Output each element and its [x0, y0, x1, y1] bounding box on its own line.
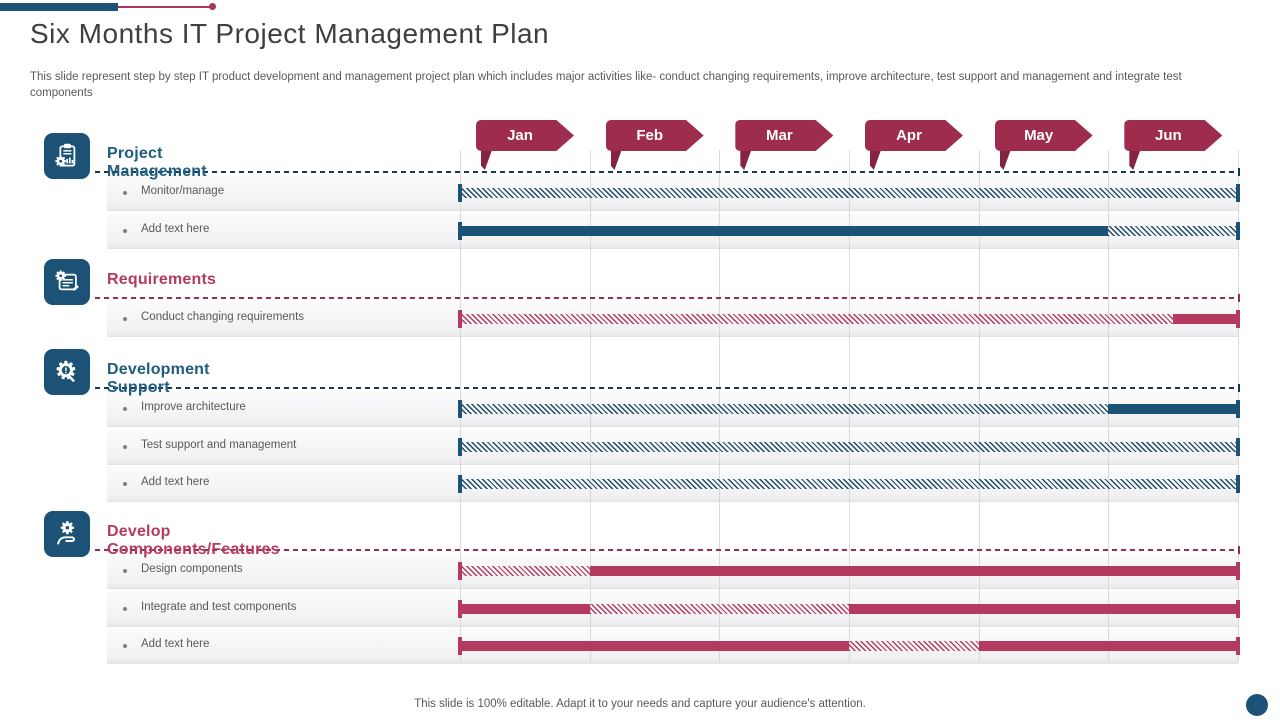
gantt-bar-endcap: [1236, 221, 1240, 240]
gantt-bar-solid: [589, 566, 1238, 576]
month-banner: Apr: [865, 120, 963, 151]
task-bullet: [123, 569, 127, 573]
task-label: Conduct changing requirements: [141, 311, 305, 323]
top-accent-dot: [209, 3, 216, 10]
section-dashed-line: [95, 549, 1239, 551]
section-dashed-line: [95, 387, 1239, 389]
task-bullet: [123, 606, 127, 611]
hand-gear-icon: [44, 511, 90, 557]
gantt-bar-endcap: [458, 400, 462, 418]
month-banner-tail: [1129, 150, 1141, 170]
gantt-bar-endcap: [458, 310, 462, 328]
section-heading: Develop Components/Features: [107, 523, 280, 558]
month-banner: Jan: [476, 120, 574, 151]
month-banner: Jun: [1124, 120, 1223, 151]
section-dashed-line-tick: [1238, 294, 1240, 302]
task-bullet: [123, 407, 127, 411]
task-label: Test support and management: [141, 438, 297, 451]
task-label: Monitor/manage: [141, 185, 225, 197]
month-banner: Mar: [735, 120, 834, 151]
task-label: Improve architecture: [141, 401, 246, 413]
month-label: Jan: [507, 127, 533, 144]
month-label: Jun: [1154, 127, 1182, 144]
task-bullet: [123, 482, 127, 486]
gantt-bar-solid: [978, 641, 1238, 651]
month-banner: Feb: [605, 120, 704, 151]
month-label: Feb: [636, 127, 663, 144]
gantt-bar-endcap: [1236, 184, 1240, 202]
section-dashed-line-tick: [1238, 384, 1240, 392]
gantt-bar-endcap: [458, 184, 462, 202]
section-dashed-line-tick: [1238, 168, 1240, 176]
task-bullet: [123, 191, 127, 195]
footer-note: This slide is 100% editable. Adapt it to…: [414, 698, 866, 710]
gantt-bar-solid: [1108, 404, 1238, 414]
gantt-bar-endcap: [458, 599, 462, 618]
task-label: Add text here: [141, 222, 210, 235]
gantt-bar-endcap: [458, 562, 462, 580]
section-dashed-line: [95, 171, 1239, 173]
task-label: Add text here: [141, 476, 210, 488]
section-dashed-line: [95, 297, 1239, 299]
gantt-bar-endcap: [1236, 475, 1240, 493]
document-gear-icon: [44, 259, 90, 305]
gantt-bar-endcap: [1236, 400, 1240, 418]
task-bullet: [123, 444, 127, 449]
section-heading: Development Support: [107, 361, 210, 396]
gantt-bar-hatched: [460, 188, 1238, 198]
gantt-bar-hatched: [589, 603, 849, 614]
month-label: Mar: [765, 127, 793, 144]
section-heading: Requirements: [107, 271, 217, 288]
gantt-bar-endcap: [1236, 637, 1240, 655]
month-banner-tail: [740, 150, 752, 170]
gantt-bar-endcap: [1236, 599, 1240, 618]
task-label: Integrate and test components: [141, 600, 297, 613]
gantt-bar-hatched: [460, 404, 1109, 414]
task-label: Design components: [141, 563, 243, 575]
corner-decoration-circle: [1246, 694, 1268, 716]
month-label: Apr: [896, 127, 922, 144]
gantt-bar-solid: [849, 603, 1238, 614]
gantt-bar-endcap: [1236, 562, 1240, 580]
gear-magnifier-icon: [44, 349, 90, 395]
gantt-bar-endcap: [1236, 310, 1240, 328]
gantt-bar-solid: [1173, 314, 1238, 324]
month-banner-tail: [610, 150, 622, 170]
gantt-bar-hatched: [460, 314, 1174, 324]
task-bullet: [123, 644, 127, 648]
gantt-bar-solid: [460, 225, 1109, 236]
gantt-bar-solid: [460, 603, 590, 614]
gantt-bar-endcap: [458, 475, 462, 493]
gantt-bar-hatched: [460, 566, 590, 576]
gantt-bar-endcap: [458, 221, 462, 240]
clipboard-chart-gear-icon: [44, 133, 90, 179]
gantt-bar-solid: [460, 641, 849, 651]
gantt-bar-hatched: [849, 641, 979, 651]
month-banner-tail: [481, 150, 492, 170]
month-label: May: [1024, 127, 1054, 144]
month-banner-tail: [870, 150, 881, 170]
month-banner-tail: [999, 150, 1011, 170]
section-dashed-line-tick: [1238, 546, 1240, 554]
task-bullet: [123, 317, 127, 321]
gantt-bar-endcap: [458, 437, 462, 456]
month-banner: May: [994, 120, 1093, 151]
gantt-bar-endcap: [458, 637, 462, 655]
task-label: Add text here: [141, 638, 210, 650]
gantt-bar-endcap: [1236, 437, 1240, 456]
gantt-bar-hatched: [1108, 225, 1238, 236]
top-accent-bar: [0, 3, 118, 11]
task-bullet: [123, 228, 127, 233]
page-title: Six Months IT Project Management Plan: [30, 18, 550, 49]
page-subtitle: This slide represent step by step IT pro…: [30, 71, 1182, 99]
gantt-bar-hatched: [460, 441, 1238, 452]
section-heading: Project Management: [107, 145, 207, 180]
gantt-bar-hatched: [460, 479, 1238, 489]
